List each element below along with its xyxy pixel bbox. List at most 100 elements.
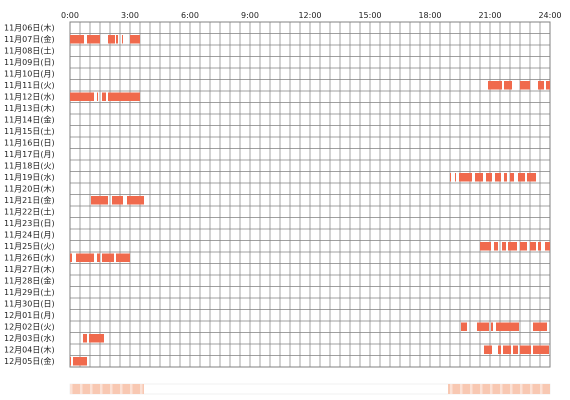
row-label: 11月06日(木)	[4, 23, 55, 33]
activity-bar	[97, 92, 98, 101]
summary-stripe	[520, 384, 523, 394]
activity-bar	[122, 35, 123, 44]
activity-bar	[130, 35, 140, 44]
activity-bar	[116, 35, 118, 44]
x-tick-label: 9:00	[241, 11, 259, 20]
activity-bar	[520, 345, 531, 354]
summary-stripe	[140, 384, 143, 394]
activity-bar	[127, 196, 144, 205]
row-label: 11月12日(水)	[4, 92, 55, 102]
row-label: 12月03日(水)	[4, 333, 55, 343]
activity-bar	[112, 196, 123, 205]
row-label: 11月28日(金)	[4, 276, 55, 286]
x-axis-labels: 0:00 3:00 6:00 9:00 12:00 15:00 18:00 21:00 24:0…	[61, 11, 562, 20]
row-label: 11月22日(土)	[4, 207, 55, 217]
summary-stripe	[490, 384, 493, 394]
summary-stripe	[80, 384, 83, 394]
activity-bar	[533, 345, 549, 354]
row-label: 11月15日(土)	[4, 126, 55, 136]
activity-bar	[491, 322, 493, 331]
activity-bar	[477, 322, 489, 331]
x-tick-label: 18:00	[418, 11, 441, 20]
row-label: 11月16日(日)	[4, 139, 55, 148]
x-tick-label: 24:00	[538, 11, 561, 20]
row-label: 11月13日(木)	[4, 103, 55, 113]
row-label: 11月20日(木)	[4, 184, 55, 194]
activity-bar	[498, 345, 501, 354]
summary-stripe	[70, 384, 73, 394]
activity-bar	[484, 345, 492, 354]
activity-bar	[459, 173, 472, 182]
row-label: 12月02日(火)	[4, 323, 55, 332]
row-label: 11月29日(土)	[4, 287, 55, 297]
activity-bar	[510, 173, 514, 182]
activity-bar	[102, 92, 106, 101]
activity-bar	[508, 242, 517, 251]
row-label: 11月18日(火)	[4, 162, 55, 171]
summary-stripe	[450, 384, 453, 394]
row-label: 11月21日(金)	[4, 195, 55, 205]
activity-bar	[108, 92, 140, 101]
activity-bar	[70, 357, 71, 366]
activity-bar	[70, 92, 94, 101]
summary-stripe	[120, 384, 123, 394]
activity-bar	[520, 242, 527, 251]
activity-bar	[513, 345, 518, 354]
activity-bar	[450, 173, 451, 182]
activity-bar	[73, 357, 87, 366]
activity-bar	[486, 173, 492, 182]
row-label: 11月30日(日)	[4, 300, 55, 309]
activity-bar	[455, 173, 456, 182]
summary-stripe	[510, 384, 513, 394]
row-label: 11月23日(日)	[4, 219, 55, 228]
row-label: 11月14日(金)	[4, 115, 55, 125]
activity-bar	[503, 345, 511, 354]
row-label: 11月17日(月)	[4, 150, 55, 159]
activity-bars	[70, 35, 550, 366]
activity-bar	[108, 35, 115, 44]
activity-bar	[87, 35, 100, 44]
activity-bar	[518, 173, 525, 182]
row-label: 11月19日(水)	[4, 172, 55, 182]
chart-grid	[69, 21, 551, 368]
row-labels: 11月06日(木)11月07日(金) 11月08日(土) 11月09日(日) 11月1…	[4, 23, 55, 367]
activity-bar	[488, 81, 502, 90]
row-label: 12月01日(月)	[4, 311, 55, 320]
summary-stripe	[530, 384, 533, 394]
activity-bar	[494, 242, 498, 251]
activity-bar	[102, 253, 114, 262]
summary-strip	[69, 383, 551, 395]
activity-bar	[496, 322, 519, 331]
activity-bar	[527, 173, 536, 182]
activity-bar	[504, 173, 507, 182]
x-tick-label: 21:00	[478, 11, 501, 20]
activity-bar	[533, 322, 547, 331]
activity-bar	[89, 334, 104, 343]
activity-bar	[502, 242, 506, 251]
summary-stripe	[480, 384, 483, 394]
summary-segment	[70, 384, 144, 394]
activity-bar	[116, 253, 130, 262]
activity-bar	[70, 35, 84, 44]
row-label: 12月05日(金)	[4, 356, 55, 366]
activity-bar	[76, 253, 94, 262]
x-tick-label: 15:00	[358, 11, 381, 20]
summary-stripe	[500, 384, 503, 394]
activity-bar	[495, 173, 501, 182]
activity-bar	[83, 334, 87, 343]
activity-bar	[91, 196, 108, 205]
x-tick-label: 12:00	[298, 11, 321, 20]
activity-bar	[538, 81, 544, 90]
activity-bar	[97, 253, 100, 262]
activity-bar	[520, 81, 530, 90]
summary-stripe	[130, 384, 133, 394]
activity-bar	[545, 242, 550, 251]
x-tick-label: 0:00	[61, 11, 79, 20]
activity-bar	[475, 173, 483, 182]
row-label: 11月26日(水)	[4, 253, 55, 263]
row-label: 11月10日(月)	[4, 70, 55, 79]
summary-segment	[448, 384, 550, 394]
x-tick-label: 3:00	[121, 11, 139, 20]
x-tick-label: 6:00	[181, 11, 199, 20]
